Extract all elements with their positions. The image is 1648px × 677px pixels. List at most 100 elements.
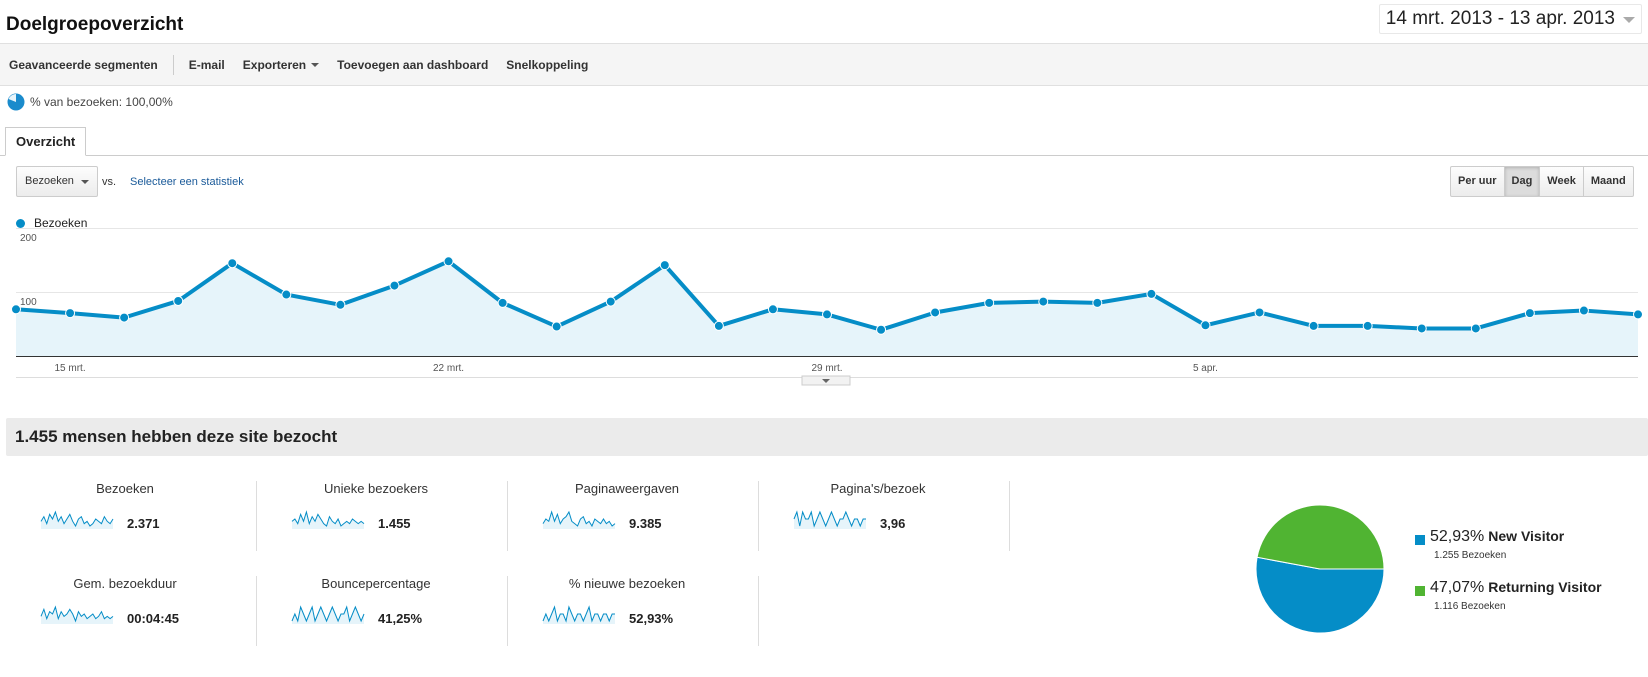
select-statistic-link[interactable]: Selecteer een statistiek: [130, 176, 244, 188]
metric-label: Unieke bezoekers: [323, 481, 429, 496]
segment-pie-icon: [7, 93, 25, 111]
pie-slice-name: Returning Visitor: [1488, 579, 1602, 595]
legend-dot-icon: [16, 218, 25, 228]
data-point[interactable]: [1578, 305, 1589, 316]
page-title: Doelgroepoverzicht: [6, 14, 184, 35]
sparkline: [40, 605, 114, 624]
metric-label: Gem. bezoekduur: [73, 576, 177, 591]
metric-card[interactable]: Bouncepercentage 41,25%: [251, 576, 501, 646]
metric-card[interactable]: Unieke bezoekers 1.455: [251, 481, 501, 551]
data-point[interactable]: [65, 308, 76, 319]
metric-value: 3,96: [880, 516, 906, 531]
data-point[interactable]: [1308, 320, 1319, 331]
metric-label: Paginaweergaven: [574, 481, 680, 496]
pie-pct-value: 47,07%: [1430, 579, 1485, 596]
data-point[interactable]: [551, 321, 562, 332]
data-point[interactable]: [1524, 308, 1535, 319]
sparkline-area: [292, 512, 364, 529]
metric-divider: [256, 576, 257, 646]
date-range-picker[interactable]: 14 mrt. 2013 - 13 apr. 2013: [1378, 4, 1642, 34]
segment-indicator[interactable]: % van bezoeken: 100,00%: [7, 93, 173, 111]
period-hourly-button[interactable]: Per uur: [1451, 167, 1505, 196]
data-point[interactable]: [822, 309, 832, 320]
data-point[interactable]: [1200, 320, 1211, 331]
data-point[interactable]: [173, 295, 184, 306]
metric-card[interactable]: Pagina's/bezoek 3,96: [753, 481, 1003, 551]
data-point[interactable]: [1146, 288, 1157, 299]
data-point[interactable]: [930, 307, 941, 318]
data-point[interactable]: [389, 280, 400, 291]
sparkline: [542, 510, 616, 529]
x-tick-label: 22 mrt.: [433, 363, 464, 374]
metric-card[interactable]: Gem. bezoekduur 00:04:45: [0, 576, 250, 646]
pie-slice[interactable]: [1256, 504, 1385, 570]
summary-bar: 1.455 mensen hebben deze site bezocht: [6, 418, 1648, 456]
metric-value: 9.385: [629, 516, 662, 531]
pie-slice[interactable]: [1255, 556, 1385, 634]
add-to-dashboard-button[interactable]: Toevoegen aan dashboard: [337, 57, 489, 72]
sparkline-area: [41, 512, 113, 529]
data-point[interactable]: [281, 289, 292, 300]
data-point[interactable]: [605, 296, 616, 307]
y-tick-label: 100: [20, 297, 37, 308]
sparkline-line: [542, 605, 615, 623]
sparkline-area: [543, 512, 615, 529]
toolbar-divider: [172, 54, 174, 75]
period-month-button[interactable]: Maand: [1590, 175, 1626, 187]
vs-label: vs.: [102, 176, 117, 188]
sparkline: [542, 605, 615, 624]
metric-divider: [758, 481, 759, 551]
sparkline-line: [291, 605, 365, 623]
data-point[interactable]: [335, 299, 346, 310]
visits-line-chart: 200 100 15 mrt. 22 mrt. 29 mrt. 5 apr.: [11, 228, 1643, 386]
caret-down-icon: [81, 180, 89, 184]
sparkline-line: [793, 510, 866, 528]
data-point[interactable]: [984, 297, 995, 308]
data-point[interactable]: [1416, 323, 1427, 334]
data-point[interactable]: [876, 324, 887, 335]
legend-swatch-icon: [1415, 586, 1425, 596]
data-point[interactable]: [227, 258, 238, 269]
sparkline-line: [40, 605, 114, 623]
data-point[interactable]: [1038, 296, 1049, 307]
metric-divider: [1009, 481, 1010, 551]
data-point[interactable]: [659, 260, 670, 271]
metric-card[interactable]: Paginaweergaven 9.385: [502, 481, 752, 551]
legend-swatch-icon: [1415, 535, 1425, 545]
data-point[interactable]: [1254, 307, 1265, 318]
data-point[interactable]: [1633, 309, 1643, 320]
data-point[interactable]: [1092, 297, 1103, 308]
tab-overview[interactable]: Overzicht: [5, 127, 87, 156]
data-point[interactable]: [443, 256, 454, 267]
metric-select[interactable]: Bezoeken: [16, 166, 98, 197]
data-point[interactable]: [119, 312, 130, 323]
data-point[interactable]: [11, 304, 21, 315]
shortcut-button[interactable]: Snelkoppeling: [506, 57, 589, 72]
metric-value: 00:04:45: [127, 611, 180, 626]
data-point[interactable]: [1362, 320, 1373, 331]
export-button[interactable]: Exporteren: [243, 58, 320, 72]
period-week-button[interactable]: Week: [1540, 167, 1584, 196]
data-point[interactable]: [713, 320, 724, 331]
data-point[interactable]: [767, 304, 778, 315]
period-toggle-group: Per uur Dag Week Maand: [1450, 166, 1634, 197]
metric-divider: [507, 481, 508, 551]
pie-slice-sub: 1.116 Bezoeken: [1434, 601, 1506, 612]
metric-card[interactable]: Bezoeken 2.371: [0, 481, 250, 551]
page-header: Doelgroepoverzicht 14 mrt. 2013 - 13 apr…: [0, 0, 1648, 44]
data-point[interactable]: [1470, 323, 1481, 334]
sparkline-area: [543, 607, 615, 624]
email-button[interactable]: E-mail: [188, 57, 225, 72]
sparkline-area: [292, 607, 364, 624]
sparkline-area: [41, 607, 113, 624]
summary-title: 1.455 mensen hebben deze site bezocht: [15, 427, 338, 446]
metric-divider: [507, 576, 508, 646]
advanced-segments-button[interactable]: Geavanceerde segmenten: [9, 57, 158, 72]
period-day-button[interactable]: Dag: [1504, 167, 1541, 196]
data-point[interactable]: [497, 297, 508, 308]
sparkline-line: [291, 510, 365, 527]
pie-pct-value: 52,93%: [1430, 528, 1485, 545]
area-fill: [16, 261, 1638, 356]
sparkline-line: [40, 510, 114, 528]
metric-card[interactable]: % nieuwe bezoeken 52,93%: [502, 576, 752, 646]
